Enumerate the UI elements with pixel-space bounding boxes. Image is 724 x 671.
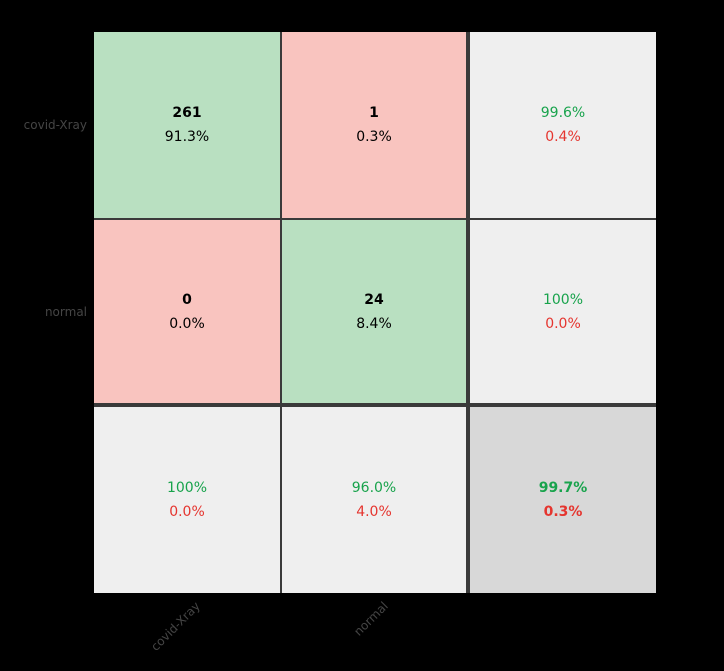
matrix-cell-true-normal-pred-normal: 24 8.4% (282, 220, 466, 403)
matrix-cell-true-covid-pred-normal: 1 0.3% (282, 32, 466, 218)
summary-incorrect-percent: 0.0% (169, 504, 205, 520)
cell-percent: 8.4% (356, 315, 392, 332)
col-summary-covid: 100% 0.0% (94, 407, 280, 593)
cell-count: 24 (364, 291, 384, 308)
cell-count: 261 (172, 105, 202, 121)
summary-correct-percent: 99.6% (540, 105, 586, 121)
x-tick-label-covid-xray: covid-Xray (148, 599, 203, 654)
summary-correct-percent: 96.0% (351, 480, 397, 496)
col-summary-normal: 96.0% 4.0% (282, 407, 466, 593)
overall-incorrect-percent: 0.3% (543, 504, 583, 520)
summary-incorrect-percent: 4.0% (356, 504, 392, 520)
cell-count: 0 (182, 291, 192, 308)
y-tick-label-normal: normal (44, 305, 87, 319)
cell-percent: 0.3% (356, 129, 392, 145)
summary-correct-percent: 100% (542, 291, 584, 308)
cell-count: 1 (369, 105, 379, 121)
summary-incorrect-percent: 0.4% (545, 129, 581, 145)
cell-percent: 0.0% (169, 315, 205, 332)
matrix-cell-true-covid-pred-covid: 261 91.3% (94, 32, 280, 218)
matrix-cell-true-normal-pred-covid: 0 0.0% (94, 220, 280, 403)
summary-incorrect-percent: 0.0% (545, 315, 581, 332)
y-tick-label-covid-xray: covid-Xray (23, 118, 87, 132)
row-summary-covid: 99.6% 0.4% (470, 32, 656, 218)
confusion-matrix: 261 91.3% 1 0.3% 99.6% 0.4% 0 0.0% 24 8.… (94, 32, 656, 593)
cell-percent: 91.3% (164, 129, 210, 145)
row-summary-normal: 100% 0.0% (470, 220, 656, 403)
x-tick-label-normal: normal (351, 599, 391, 639)
overall-correct-percent: 99.7% (538, 480, 588, 496)
overall-accuracy-cell: 99.7% 0.3% (470, 407, 656, 593)
summary-correct-percent: 100% (166, 480, 208, 496)
